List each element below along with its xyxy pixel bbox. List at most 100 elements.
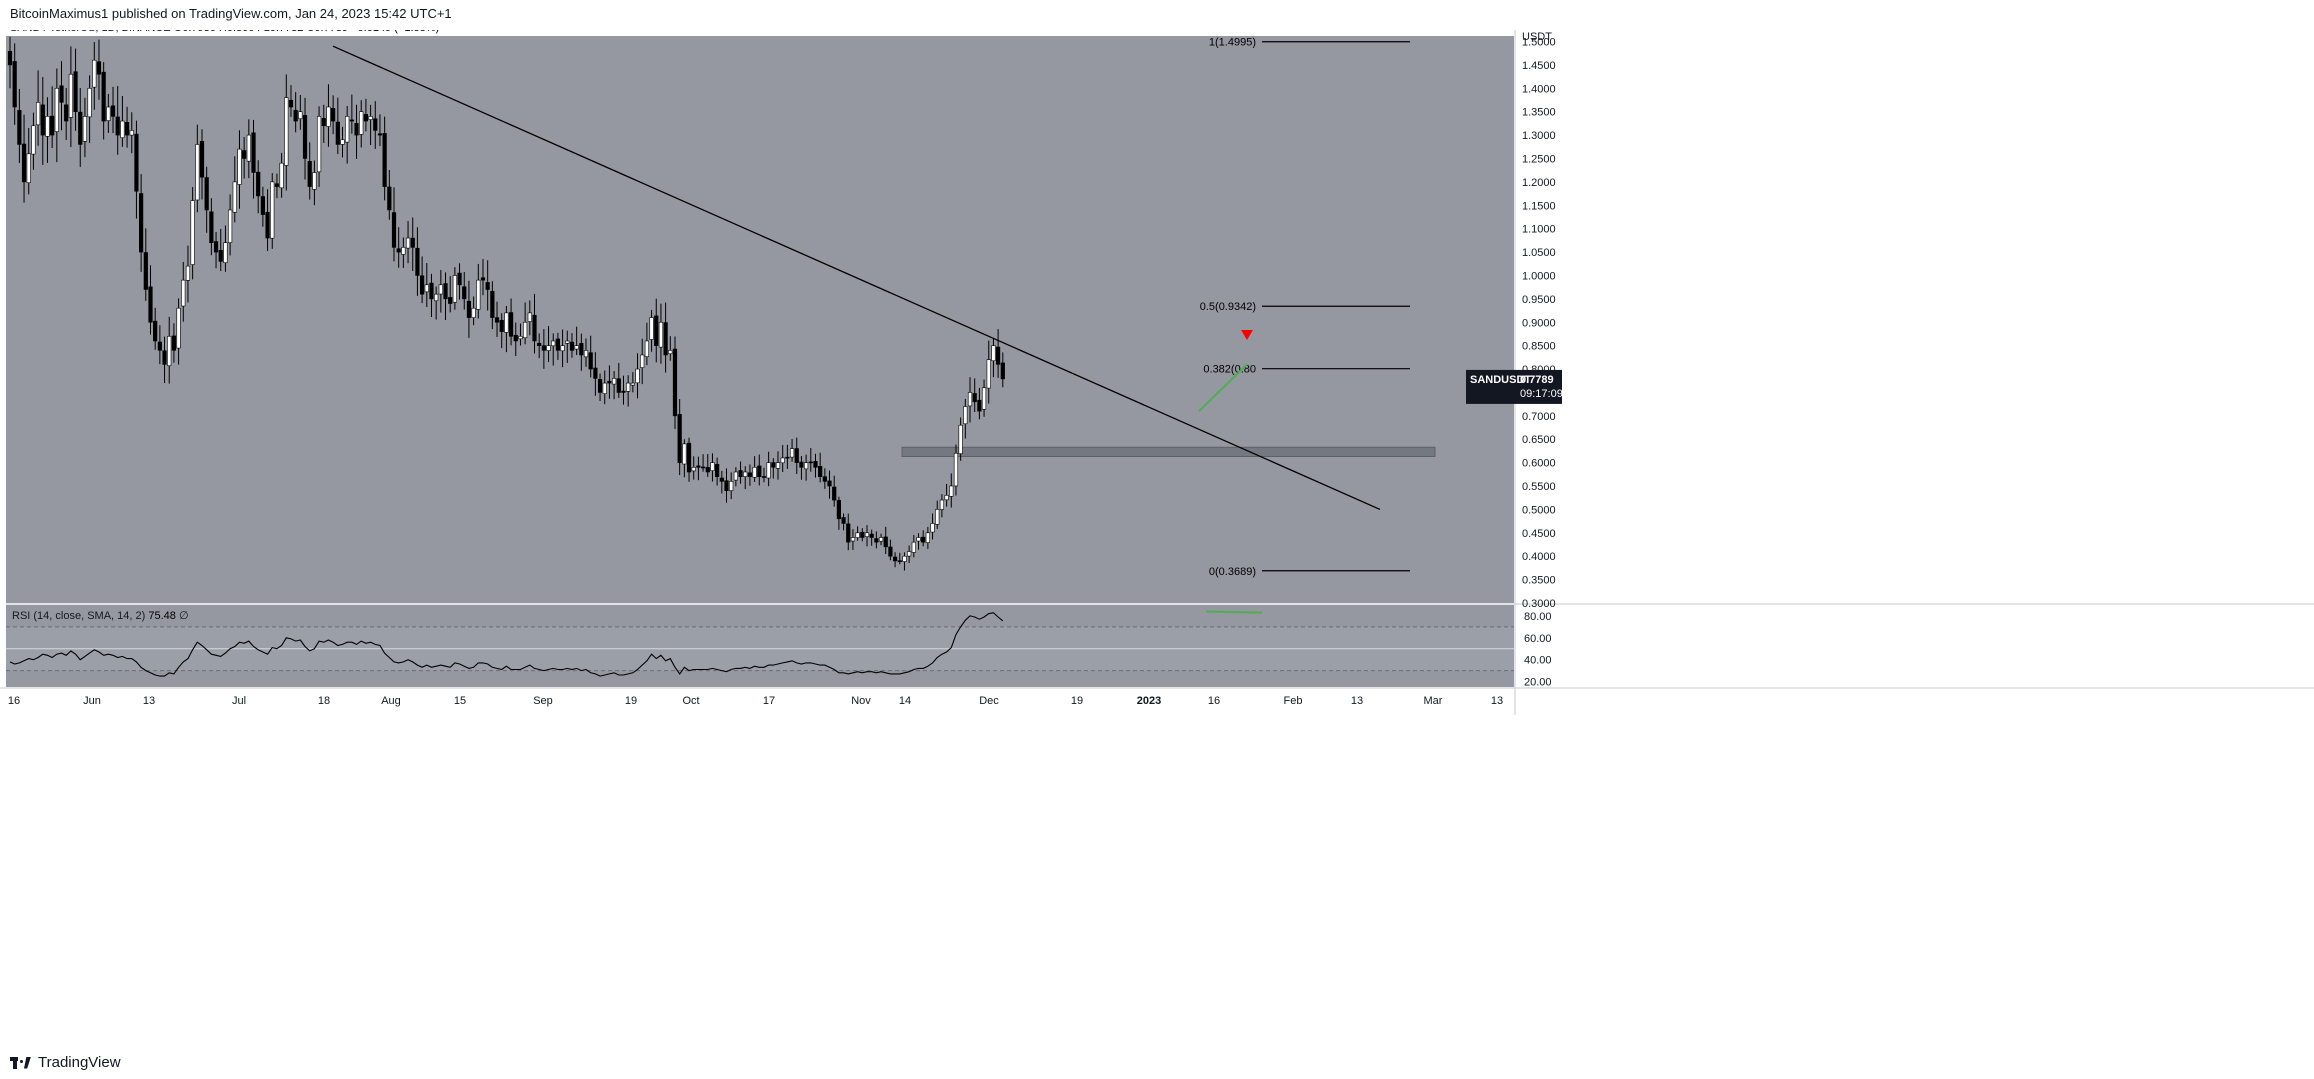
candle-body[interactable] (527, 312, 532, 322)
candle-body[interactable] (897, 560, 902, 562)
candle-body[interactable] (916, 537, 921, 542)
candle-body[interactable] (129, 130, 134, 136)
candle-body[interactable] (298, 111, 303, 120)
candle-body[interactable] (551, 340, 556, 347)
candle-body[interactable] (326, 106, 331, 127)
candle-body[interactable] (991, 345, 996, 362)
candle-body[interactable] (335, 121, 340, 145)
candle-body[interactable] (907, 551, 912, 557)
candle-body[interactable] (841, 517, 846, 524)
candle-body[interactable] (312, 172, 317, 190)
candle-body[interactable] (195, 144, 200, 201)
rsi-line[interactable] (9, 612, 1004, 677)
candle-body[interactable] (560, 345, 565, 352)
candle-body[interactable] (204, 177, 209, 211)
candle-body[interactable] (246, 134, 251, 162)
candle-body[interactable] (494, 317, 500, 323)
candle-body[interactable] (607, 380, 612, 384)
candle-body[interactable] (279, 162, 284, 189)
candle-body[interactable] (401, 247, 406, 255)
candle-body[interactable] (471, 307, 476, 318)
candle-body[interactable] (729, 481, 734, 491)
candle-body[interactable] (986, 359, 991, 389)
candle-body[interactable] (92, 59, 97, 88)
candle-body[interactable] (935, 509, 940, 525)
candle-body[interactable] (794, 448, 799, 463)
candle-body[interactable] (340, 139, 345, 145)
candle-body[interactable] (719, 477, 724, 482)
candle-body[interactable] (593, 367, 598, 379)
candle-body[interactable] (218, 250, 223, 262)
candle-body[interactable] (349, 119, 354, 122)
candle-body[interactable] (691, 467, 696, 472)
candle-body[interactable] (270, 181, 275, 239)
candle-body[interactable] (864, 532, 870, 537)
candle-body[interactable] (260, 196, 265, 215)
candle-body[interactable] (185, 265, 191, 281)
candle-body[interactable] (199, 141, 205, 178)
candle-body[interactable] (363, 114, 369, 122)
candle-body[interactable] (396, 248, 401, 253)
candle-body[interactable] (972, 393, 977, 403)
candle-body[interactable] (359, 111, 364, 135)
tradingview-logo[interactable]: TradingView (10, 1054, 121, 1071)
candle-body[interactable] (190, 200, 195, 265)
candle-body[interactable] (96, 61, 102, 75)
candle-body[interactable] (12, 61, 17, 108)
candle-body[interactable] (738, 470, 743, 477)
candle-body[interactable] (457, 272, 462, 286)
candle-body[interactable] (832, 486, 837, 501)
candle-body[interactable] (321, 118, 326, 127)
candle-body[interactable] (892, 556, 898, 562)
candle-body[interactable] (541, 345, 546, 351)
candle-body[interactable] (115, 116, 120, 136)
candle-body[interactable] (106, 106, 111, 121)
candle-body[interactable] (663, 322, 668, 356)
candle-body[interactable] (850, 537, 856, 542)
candle-body[interactable] (110, 105, 116, 117)
candle-body[interactable] (532, 314, 537, 342)
candle-body[interactable] (148, 286, 153, 323)
candle-body[interactable] (45, 116, 50, 137)
candle-body[interactable] (855, 532, 860, 538)
trendline[interactable] (332, 45, 1381, 511)
candle-body[interactable] (293, 109, 298, 122)
candle-body[interactable] (223, 242, 228, 263)
candle-body[interactable] (251, 132, 256, 173)
candle-body[interactable] (176, 307, 181, 349)
candle-body[interactable] (523, 321, 528, 339)
candle-body[interactable] (944, 495, 949, 501)
candle-body[interactable] (35, 102, 41, 126)
candle-body[interactable] (288, 99, 294, 108)
candle-body[interactable] (232, 181, 237, 213)
candle-body[interactable] (902, 555, 907, 562)
candle-body[interactable] (860, 532, 865, 538)
candle-body[interactable] (789, 448, 795, 458)
candle-body[interactable] (265, 211, 270, 239)
candle-body[interactable] (21, 143, 27, 183)
candle-body[interactable] (40, 104, 45, 136)
candle-body[interactable] (64, 104, 69, 122)
candle-body[interactable] (911, 541, 916, 553)
candle-body[interactable] (939, 499, 945, 510)
candle-body[interactable] (616, 378, 621, 393)
candle-body[interactable] (808, 461, 813, 464)
candle-body[interactable] (921, 536, 926, 543)
candle-body[interactable] (124, 122, 130, 136)
candle-body[interactable] (771, 462, 776, 468)
candle-body[interactable] (682, 443, 687, 465)
candle-body[interactable] (434, 293, 439, 302)
rsi-divergence-line[interactable] (1205, 610, 1263, 614)
candle-body[interactable] (68, 73, 73, 118)
price-divergence-line[interactable] (1198, 363, 1248, 412)
candle-body[interactable] (7, 51, 13, 66)
candle-body[interactable] (555, 338, 561, 351)
candle-body[interactable] (167, 335, 172, 367)
candle-body[interactable] (626, 382, 631, 392)
candle-body[interactable] (54, 87, 59, 132)
candle-body[interactable] (73, 71, 78, 112)
candle-body[interactable] (977, 399, 982, 412)
candle-body[interactable] (134, 133, 139, 192)
candle-body[interactable] (654, 315, 659, 346)
candle-body[interactable] (930, 523, 935, 533)
